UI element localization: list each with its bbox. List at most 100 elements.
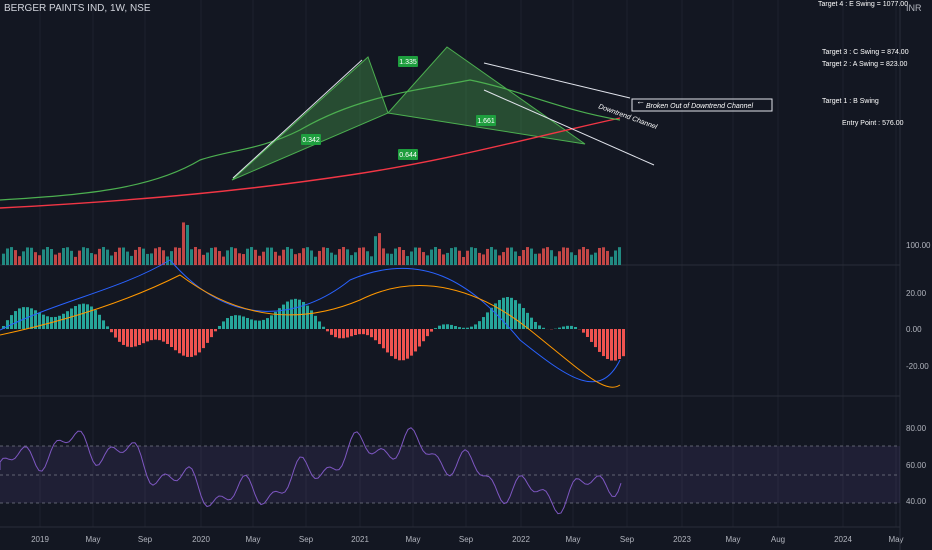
macd-histogram-bar xyxy=(398,329,401,361)
macd-histogram-bar xyxy=(10,315,13,329)
macd-histogram-bar xyxy=(370,329,373,338)
macd-histogram-bar xyxy=(618,329,621,360)
volume-bar xyxy=(66,247,69,265)
volume-bar xyxy=(154,248,157,265)
volume-bar xyxy=(390,253,393,265)
ratio-label: 1.661 xyxy=(477,118,495,125)
volume-bar xyxy=(26,247,29,265)
volume-bar xyxy=(486,248,489,265)
volume-bar xyxy=(442,254,445,265)
macd-histogram-bar xyxy=(526,312,529,329)
macd-histogram-bar xyxy=(134,329,137,347)
macd-histogram-bar xyxy=(330,329,333,335)
volume-bar xyxy=(250,247,253,265)
macd-histogram-bar xyxy=(594,329,597,348)
volume-bar xyxy=(234,248,237,265)
macd-histogram-bar xyxy=(138,329,141,346)
macd-histogram-bar xyxy=(534,321,537,329)
macd-histogram-bar xyxy=(278,308,281,329)
macd-histogram-bar xyxy=(234,315,237,329)
volume-bar xyxy=(418,247,421,265)
macd-histogram-bar xyxy=(374,329,377,341)
macd-histogram-bar xyxy=(598,329,601,352)
volume-bar xyxy=(14,250,17,265)
volume-bar xyxy=(382,248,385,265)
volume-bar xyxy=(438,248,441,265)
target-annotation: Target 1 : B Swing xyxy=(822,98,879,105)
macd-histogram-bar xyxy=(218,325,221,329)
volume-bar xyxy=(254,249,257,265)
macd-histogram-bar xyxy=(582,329,585,333)
volume-bar xyxy=(558,251,561,265)
volume-bar xyxy=(2,253,5,265)
volume-bar xyxy=(534,253,537,265)
macd-histogram-bar xyxy=(426,329,429,337)
volume-bar xyxy=(490,247,493,265)
volume-bar xyxy=(194,247,197,265)
macd-histogram-bar xyxy=(102,320,105,329)
volume-bar xyxy=(470,247,473,265)
volume-bar xyxy=(506,247,509,265)
macd-histogram-bar xyxy=(170,329,173,348)
macd-histogram-bar xyxy=(438,325,441,329)
volume-bar xyxy=(90,253,93,265)
volume-bar xyxy=(134,249,137,265)
macd-histogram-bar xyxy=(306,305,309,329)
macd-histogram-bar xyxy=(194,329,197,356)
volume-bar xyxy=(450,248,453,265)
volume-bar xyxy=(518,256,521,265)
volume-bar xyxy=(126,251,129,265)
macd-histogram-bar xyxy=(242,316,245,329)
volume-bar xyxy=(334,254,337,265)
volume-bar xyxy=(538,253,541,265)
volume-bar xyxy=(270,247,273,265)
volume-bar xyxy=(306,247,309,265)
macd-histogram-bar xyxy=(166,329,169,345)
volume-bar xyxy=(386,253,389,265)
volume-bar xyxy=(22,251,25,265)
volume-bar xyxy=(462,256,465,265)
volume-bar xyxy=(98,248,101,265)
volume-bar xyxy=(30,247,33,265)
macd-histogram-bar xyxy=(542,327,545,329)
macd-histogram-bar xyxy=(490,307,493,329)
volume-bar xyxy=(566,247,569,265)
macd-histogram-bar xyxy=(262,319,265,329)
macd-histogram-bar xyxy=(394,329,397,359)
macd-histogram-bar xyxy=(386,329,389,353)
macd-histogram-bar xyxy=(422,329,425,342)
macd-histogram-bar xyxy=(382,329,385,349)
macd-histogram-bar xyxy=(22,307,25,329)
macd-tick-label: -20.00 xyxy=(906,362,929,371)
rsi-tick-label: 80.00 xyxy=(906,424,927,433)
volume-bar xyxy=(150,253,153,265)
macd-histogram-bar xyxy=(346,329,349,338)
macd-histogram-bar xyxy=(530,317,533,329)
volume-bar xyxy=(398,247,401,265)
volume-bar xyxy=(86,248,89,265)
channel-upper-line xyxy=(483,62,631,99)
volume-bar xyxy=(310,250,313,265)
volume-bar xyxy=(214,247,217,265)
volume-bar xyxy=(110,255,113,265)
volume-bar xyxy=(294,254,297,265)
time-tick-label: 2019 xyxy=(31,535,49,544)
macd-histogram-bar xyxy=(66,311,69,329)
macd-histogram-bar xyxy=(506,297,509,329)
macd-histogram-bar xyxy=(158,329,161,341)
volume-bar xyxy=(278,255,281,265)
volume-bar xyxy=(350,255,353,265)
volume-bar xyxy=(62,248,65,265)
volume-bar xyxy=(274,251,277,265)
macd-histogram-bar xyxy=(190,329,193,357)
volume-bar xyxy=(298,253,301,265)
volume-bar xyxy=(258,255,261,265)
symbol-title: BERGER PAINTS IND, 1W, NSE xyxy=(4,3,151,14)
macd-histogram-bar xyxy=(210,329,213,338)
macd-histogram-bar xyxy=(510,297,513,329)
volume-bar xyxy=(362,247,365,265)
volume-bar xyxy=(202,254,205,265)
volume-bar xyxy=(242,254,245,265)
macd-histogram-bar xyxy=(562,326,565,329)
